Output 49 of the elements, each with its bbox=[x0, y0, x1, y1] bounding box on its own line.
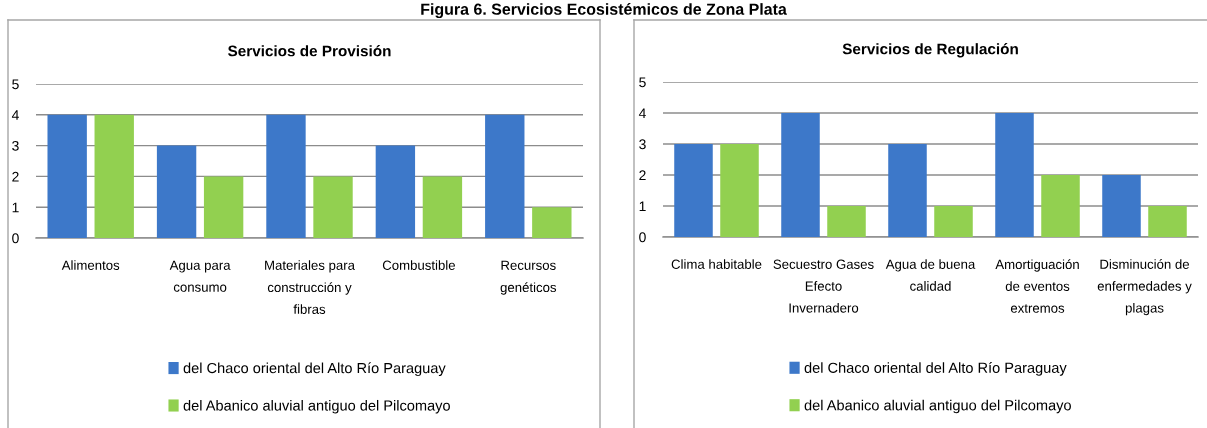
chart-title: Servicios de Regulación bbox=[842, 43, 1018, 58]
x-tick-label: Agua de buena calidad bbox=[885, 259, 976, 291]
bar bbox=[720, 144, 759, 237]
x-tick-label: Recursos genéticos bbox=[500, 260, 557, 295]
x-tick-label: Agua para consumo bbox=[169, 260, 231, 292]
y-tick-label: 4 bbox=[638, 108, 646, 119]
text: Figura 6. Servicios Ecosistémicos de Zona Plata bbox=[421, 3, 787, 19]
bar bbox=[934, 206, 973, 237]
bar bbox=[1148, 206, 1187, 237]
y-tick-label: 2 bbox=[639, 170, 646, 181]
bar bbox=[485, 114, 525, 238]
x-tick-label: Alimentos bbox=[61, 260, 120, 270]
x-tick-label: Amortiguación de eventos extremos bbox=[995, 259, 1079, 313]
bar bbox=[674, 144, 713, 237]
bar bbox=[203, 176, 244, 238]
legend-label: del Chaco oriental del Alto Río Paraguay bbox=[804, 362, 1067, 376]
bar bbox=[1041, 175, 1080, 237]
x-tick-label: Materiales para construcción y fibras bbox=[265, 260, 355, 314]
y-tick-label: 5 bbox=[639, 77, 646, 88]
bar bbox=[995, 113, 1034, 237]
x-tick-label: Secuestro Gases Efecto Invernadero bbox=[773, 259, 874, 313]
bar bbox=[781, 113, 820, 237]
y-tick-label: 4 bbox=[11, 110, 19, 120]
bar bbox=[422, 176, 463, 238]
x-tick-label: Combustible bbox=[382, 260, 455, 270]
y-tick-label: 2 bbox=[12, 171, 19, 182]
chart-title: Servicios de Provisión bbox=[228, 45, 391, 57]
bar bbox=[313, 176, 353, 238]
bar bbox=[47, 114, 87, 238]
bar bbox=[532, 207, 572, 238]
bar bbox=[156, 145, 197, 238]
y-tick-label: 0 bbox=[12, 233, 19, 244]
x-tick-label: Disminución de enfermedades y plagas bbox=[1097, 259, 1192, 316]
legend-label: del Abanico aluvial antiguo del Pilcomayo bbox=[183, 399, 450, 414]
legend-label: del Chaco oriental del Alto Río Paraguay bbox=[183, 362, 446, 377]
bar bbox=[94, 114, 134, 238]
y-tick-label: 5 bbox=[12, 79, 19, 90]
bar bbox=[375, 145, 416, 238]
bar bbox=[888, 144, 927, 237]
bar bbox=[266, 114, 306, 238]
legend-label: del Abanico aluvial antiguo del Pilcomayo bbox=[804, 399, 1071, 414]
y-tick-label: 1 bbox=[639, 201, 646, 212]
bar bbox=[827, 206, 866, 237]
y-tick-label: 3 bbox=[12, 140, 19, 151]
y-tick-label: 0 bbox=[639, 232, 646, 243]
x-tick-label: Clima habitable bbox=[671, 259, 762, 269]
bar bbox=[1102, 175, 1141, 237]
y-tick-label: 3 bbox=[639, 139, 646, 150]
y-tick-label: 1 bbox=[12, 202, 19, 213]
